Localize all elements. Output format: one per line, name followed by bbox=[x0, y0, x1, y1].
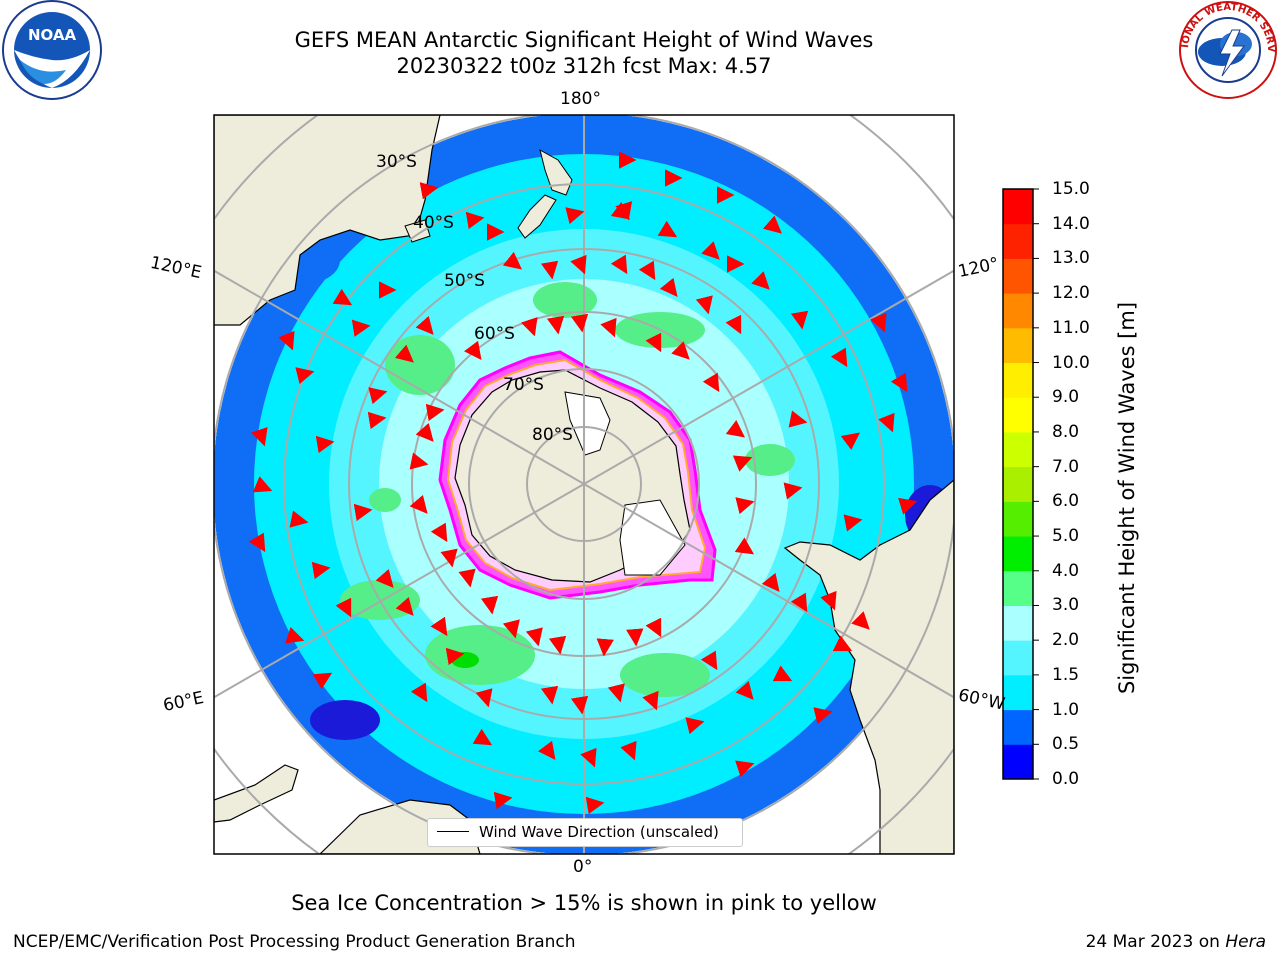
map-title: GEFS MEAN Antarctic Significant Height o… bbox=[294, 28, 874, 52]
colorbar-tick-label: 8.0 bbox=[1052, 421, 1080, 442]
map-legend: Wind Wave Direction (unscaled) bbox=[427, 818, 743, 847]
colorbar-segment bbox=[1003, 223, 1033, 259]
sea-ice-note: Sea Ice Concentration > 15% is shown in … bbox=[291, 891, 877, 915]
colorbar-tick-label: 7.0 bbox=[1052, 456, 1080, 477]
colorbar-tick-label: 15.0 bbox=[1052, 179, 1090, 199]
nws-logo-icon: NATIONAL WEATHER SERVICE bbox=[1176, 0, 1277, 99]
colorbar-tick-label: 12.0 bbox=[1052, 283, 1090, 304]
colorbar-segment bbox=[1003, 709, 1033, 745]
australia-land bbox=[214, 115, 441, 326]
colorbar-segment bbox=[1003, 640, 1033, 676]
colorbar-tick-label: 2.0 bbox=[1052, 630, 1080, 651]
colorbar-segment bbox=[1003, 362, 1033, 398]
colorbar-tick-label: 0.5 bbox=[1052, 734, 1080, 755]
graticule bbox=[214, 115, 954, 854]
colorbar-tick-label: 3.0 bbox=[1052, 595, 1080, 616]
lat-label-40s: 40°S bbox=[413, 213, 454, 233]
colorbar-tick-label: 13.0 bbox=[1052, 248, 1090, 269]
lon-label-0: 0° bbox=[573, 857, 593, 877]
colorbar-tick-label: 11.0 bbox=[1052, 317, 1090, 338]
lat-label-80s: 80°S bbox=[532, 425, 573, 445]
colorbar-tick-label: 6.0 bbox=[1052, 491, 1080, 512]
colorbar-segment bbox=[1003, 397, 1033, 433]
footer-machine: Hera bbox=[1225, 932, 1266, 952]
colorbar-border bbox=[1002, 188, 1034, 780]
footer-date-text: 24 Mar 2023 on bbox=[1085, 932, 1220, 952]
colorbar-tick-label: 1.5 bbox=[1052, 664, 1080, 685]
wind-direction-arrows bbox=[248, 151, 918, 815]
colorbar-segment bbox=[1003, 744, 1033, 780]
colorbar-segment bbox=[1003, 258, 1033, 294]
legend-label: Wind Wave Direction (unscaled) bbox=[479, 823, 719, 841]
map-frame bbox=[213, 114, 955, 855]
footer-branch: NCEP/EMC/Verification Post Processing Pr… bbox=[13, 932, 576, 952]
colorbar-segment bbox=[1003, 674, 1033, 711]
colorbar-segment bbox=[1003, 605, 1033, 641]
colorbar-segment bbox=[1003, 431, 1033, 468]
noaa-logo-text: NOAA bbox=[28, 26, 77, 44]
colorbar-segment bbox=[1003, 536, 1033, 572]
lat-label-50s: 50°S bbox=[444, 271, 485, 291]
colorbar-tick-label: 5.0 bbox=[1052, 526, 1080, 547]
colorbar-segment bbox=[1003, 189, 1033, 225]
colorbar-segment bbox=[1003, 501, 1033, 537]
lon-label-180: 180° bbox=[560, 89, 601, 109]
noaa-logo-icon: NOAA bbox=[2, 0, 102, 100]
colorbar-tick-label: 0.0 bbox=[1052, 769, 1080, 789]
africa-land bbox=[214, 764, 299, 823]
lat-label-30s: 30°S bbox=[376, 152, 417, 172]
colorbar-label: Significant Height of Wind Waves [m] bbox=[1115, 301, 1139, 695]
lat-label-60s: 60°S bbox=[474, 324, 515, 344]
colorbar-tick-label: 4.0 bbox=[1052, 560, 1080, 581]
colorbar-tick-label: 10.0 bbox=[1052, 352, 1090, 373]
colorbar-tick-label: 1.0 bbox=[1052, 699, 1080, 720]
colorbar-segment bbox=[1003, 327, 1033, 364]
footer-date: 24 Mar 2023 on Hera bbox=[1086, 932, 1266, 952]
legend-line-swatch bbox=[437, 831, 469, 832]
colorbar bbox=[1002, 188, 1039, 780]
map-subtitle: 20230322 t00z 312h fcst Max: 4.57 bbox=[396, 54, 772, 78]
colorbar-segment bbox=[1003, 466, 1033, 502]
colorbar-segment bbox=[1003, 293, 1033, 329]
lat-label-70s: 70°S bbox=[503, 375, 544, 395]
colorbar-tick-label: 9.0 bbox=[1052, 387, 1080, 408]
colorbar-tick-label: 14.0 bbox=[1052, 213, 1090, 234]
colorbar-segment bbox=[1003, 570, 1033, 606]
